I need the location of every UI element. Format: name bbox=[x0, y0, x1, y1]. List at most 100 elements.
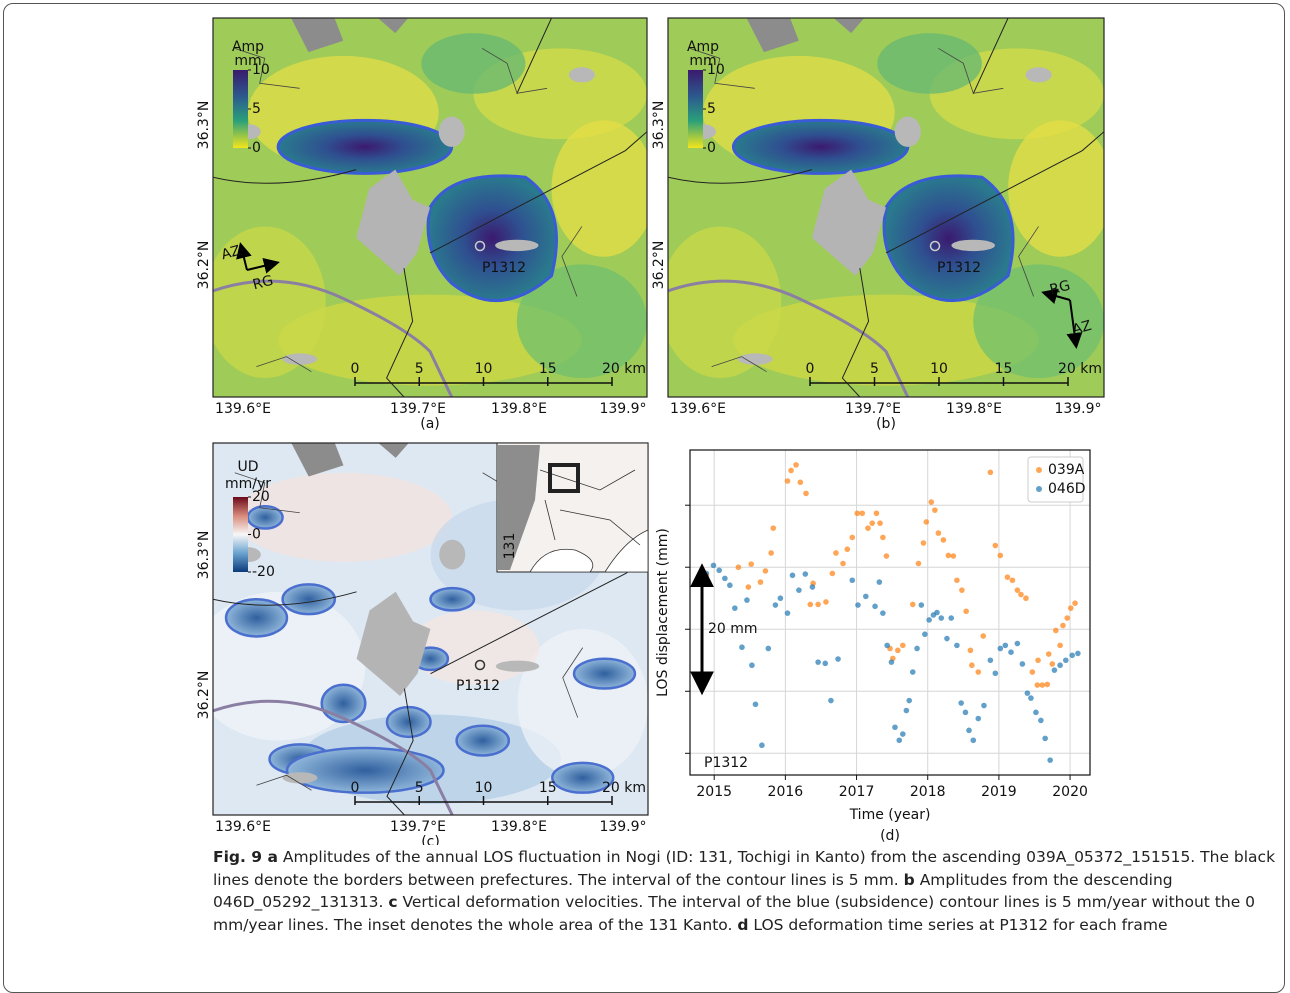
legend-label: 046D bbox=[1048, 481, 1086, 497]
data-point bbox=[1068, 605, 1074, 611]
caption-label: Fig. 9 a bbox=[213, 848, 278, 866]
data-point bbox=[854, 510, 860, 516]
data-point bbox=[998, 646, 1004, 652]
data-point bbox=[988, 657, 994, 663]
scalebar-label: 10 bbox=[930, 361, 948, 377]
panel-label: (d) bbox=[880, 828, 900, 844]
data-point bbox=[770, 525, 776, 531]
data-point bbox=[1044, 682, 1050, 688]
data-point bbox=[1075, 651, 1081, 657]
gray-area bbox=[895, 117, 921, 147]
data-point bbox=[844, 546, 850, 552]
colorbar bbox=[688, 70, 703, 148]
longitude-label: 139.6°E bbox=[215, 819, 271, 835]
map-patch bbox=[421, 33, 525, 94]
figure-caption: Fig. 9 a Amplitudes of the annual LOS fl… bbox=[213, 846, 1281, 936]
latitude-label: 36.3°N bbox=[196, 531, 212, 580]
data-point bbox=[1063, 657, 1069, 663]
data-point bbox=[855, 602, 861, 608]
data-point bbox=[936, 530, 942, 536]
longitude-label: 139.9° bbox=[599, 401, 646, 417]
colorbar bbox=[233, 70, 248, 148]
data-point bbox=[778, 595, 784, 601]
data-point bbox=[1028, 695, 1034, 701]
data-point bbox=[993, 670, 999, 676]
scalebar-label: 0 bbox=[351, 361, 360, 377]
x-tick-label: 2016 bbox=[768, 784, 804, 800]
longitude-label: 139.7°E bbox=[390, 401, 446, 417]
x-axis-title: Time (year) bbox=[849, 807, 931, 823]
data-point bbox=[975, 716, 981, 722]
data-point bbox=[807, 602, 813, 608]
data-point bbox=[1025, 690, 1031, 696]
map-patch bbox=[877, 33, 982, 94]
data-point bbox=[1053, 628, 1059, 634]
x-tick-label: 2015 bbox=[696, 784, 732, 800]
data-point bbox=[1010, 577, 1016, 583]
gray-area bbox=[569, 67, 595, 82]
data-point bbox=[785, 478, 791, 484]
colorbar-title: UD bbox=[237, 459, 258, 475]
data-point bbox=[895, 648, 901, 654]
data-point bbox=[1057, 643, 1063, 649]
gray-area bbox=[1026, 67, 1052, 82]
panel-label: (c) bbox=[421, 834, 440, 845]
data-point bbox=[922, 631, 928, 637]
data-point bbox=[793, 462, 799, 468]
data-point bbox=[753, 701, 759, 707]
data-point bbox=[877, 520, 883, 526]
latitude-label: 36.2°N bbox=[196, 671, 212, 720]
colorbar-tick-label: -20 bbox=[252, 564, 275, 580]
data-point bbox=[790, 572, 796, 578]
point-label: P1312 bbox=[456, 678, 500, 694]
data-point bbox=[788, 468, 794, 474]
gray-area bbox=[738, 353, 773, 364]
data-point bbox=[1038, 718, 1044, 724]
data-point bbox=[810, 584, 816, 590]
data-point bbox=[1072, 600, 1078, 606]
gray-area bbox=[951, 240, 995, 251]
data-point bbox=[900, 731, 906, 737]
data-point bbox=[704, 571, 710, 577]
map-patch bbox=[1008, 120, 1113, 256]
data-point bbox=[954, 643, 960, 649]
data-point bbox=[748, 561, 754, 567]
data-point bbox=[963, 710, 969, 716]
data-point bbox=[910, 602, 916, 608]
subsidence-contour bbox=[574, 659, 635, 689]
colorbar-tick-label: 0 bbox=[252, 140, 261, 156]
scalebar-label: 0 bbox=[806, 361, 815, 377]
data-point bbox=[1046, 651, 1052, 657]
annotation: 20 mm bbox=[708, 621, 758, 637]
map bbox=[659, 18, 1112, 397]
data-point bbox=[880, 535, 886, 541]
x-tick-label: 2019 bbox=[981, 784, 1017, 800]
figure: Ampmm105036.3°N36.2°N139.6°E139.7°E139.8… bbox=[0, 0, 1290, 845]
data-point bbox=[980, 633, 986, 639]
latitude-label: 36.3°N bbox=[651, 101, 667, 150]
data-point bbox=[998, 553, 1004, 559]
scalebar-label: 5 bbox=[415, 361, 424, 377]
data-point bbox=[759, 742, 765, 748]
caption-label: b bbox=[904, 871, 915, 889]
amplitude-blob bbox=[278, 120, 452, 173]
inset-label: 131 bbox=[502, 533, 518, 560]
x-tick-label: 2017 bbox=[839, 784, 875, 800]
gray-area bbox=[495, 240, 538, 251]
gray-area bbox=[282, 353, 317, 364]
data-point bbox=[859, 510, 865, 516]
data-point bbox=[865, 525, 871, 531]
data-point bbox=[722, 576, 728, 582]
panel-label: (b) bbox=[876, 416, 896, 432]
data-point bbox=[746, 584, 752, 590]
longitude-label: 139.6°E bbox=[215, 401, 271, 417]
point-label: P1312 bbox=[937, 260, 981, 276]
scalebar-label: 5 bbox=[870, 361, 879, 377]
longitude-label: 139.8°E bbox=[491, 819, 547, 835]
map bbox=[204, 18, 655, 397]
scalebar-label: 15 bbox=[539, 780, 557, 796]
data-point bbox=[765, 646, 771, 652]
data-point bbox=[969, 662, 975, 668]
legend-marker bbox=[1036, 467, 1042, 473]
scalebar-label: 15 bbox=[539, 361, 557, 377]
